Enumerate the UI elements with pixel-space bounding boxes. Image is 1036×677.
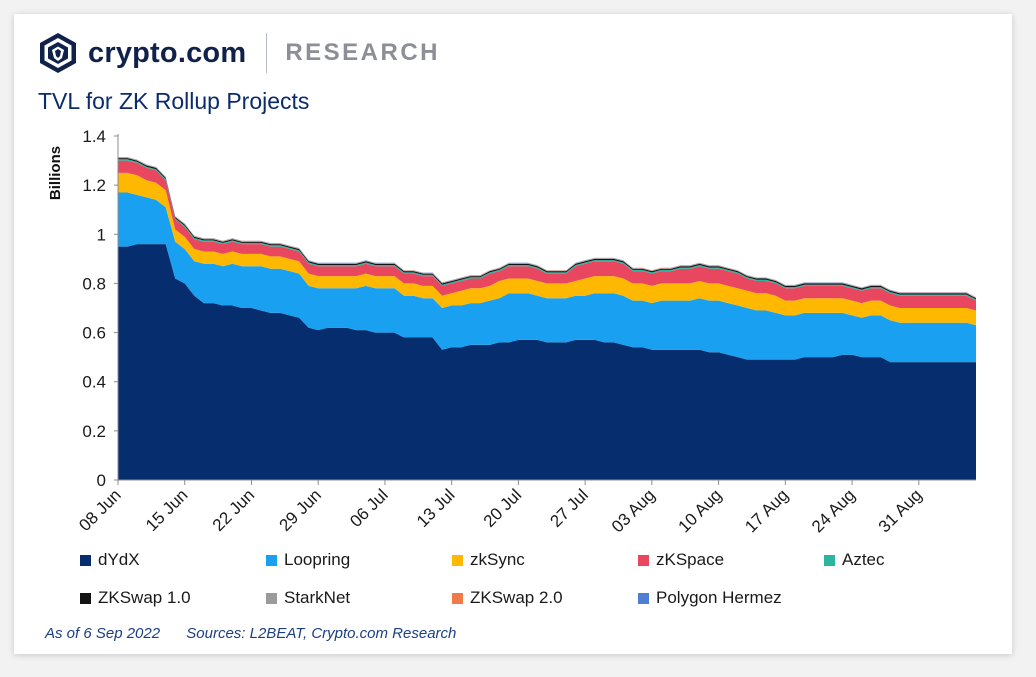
legend-label: ZKSwap 2.0 <box>470 588 563 607</box>
legend-label: Loopring <box>284 550 351 569</box>
legend-item: Polygon Hermez <box>638 588 782 608</box>
legend-item: ZKSwap 1.0 <box>80 588 191 608</box>
legend-swatch <box>80 592 91 604</box>
legend-swatch <box>638 554 649 566</box>
legend-item: zKSpace <box>638 550 724 570</box>
y-axis-title: Billions <box>47 146 64 200</box>
y-tick-label: 0.4 <box>82 373 106 392</box>
legend-item: StarkNet <box>266 588 350 608</box>
tvl-stacked-area-chart: 0 0.2 0.4 0.6 0.8 1 1.2 1.4 Billions 08 Jun 15 Jun… <box>47 127 976 536</box>
x-tick-label: 06 Jul <box>346 485 392 531</box>
legend-swatch <box>452 592 463 604</box>
x-tick-label: 17 Aug <box>741 485 792 536</box>
legend-swatch <box>638 592 649 604</box>
brand-name: crypto.com <box>88 36 247 69</box>
legend-item: Loopring <box>266 550 350 570</box>
legend-label: StarkNet <box>284 588 351 607</box>
series-area-1 <box>118 192 976 363</box>
series-area-0 <box>118 244 976 480</box>
legend-label: zkSync <box>470 550 525 569</box>
as-of-date: As of 6 Sep 2022 <box>45 625 161 642</box>
y-tick-label: 0.2 <box>82 422 106 441</box>
series-area-4 <box>118 159 976 301</box>
chart-title: TVL for ZK Rollup Projects <box>38 88 310 114</box>
x-tick-label: 13 Jul <box>413 485 459 531</box>
x-tick-label: 08 Jun <box>75 485 125 535</box>
series-area-3 <box>118 160 976 311</box>
x-tick-label: 29 Jun <box>275 485 325 535</box>
legend-item: zkSync <box>452 550 525 570</box>
sources-note: Sources: L2BEAT, Crypto.com Research <box>186 625 457 642</box>
y-tick-label: 0.8 <box>82 274 106 293</box>
legend-label: dYdX <box>98 550 140 569</box>
series-area-2 <box>118 172 976 326</box>
x-tick-label: 15 Jun <box>142 485 192 535</box>
legend-label: Aztec <box>842 550 885 569</box>
y-tick-label: 0 <box>97 471 106 490</box>
chart-footer: As of 6 Sep 2022 Sources: L2BEAT, Crypto… <box>45 625 478 642</box>
x-tick-label: 03 Aug <box>608 485 659 536</box>
brand-header: crypto.com RESEARCH <box>38 30 440 76</box>
series-area-5 <box>118 158 976 300</box>
legend-swatch <box>452 554 463 566</box>
legend-item: dYdX <box>80 550 140 570</box>
x-tick-label: 24 Aug <box>808 485 859 536</box>
x-tick-label: 22 Jun <box>209 485 259 535</box>
legend-item: Aztec <box>824 550 885 570</box>
legend-label: Polygon Hermez <box>656 588 782 607</box>
legend-swatch <box>824 554 835 566</box>
brand-divider <box>266 33 268 73</box>
legend-item: ZKSwap 2.0 <box>452 588 563 608</box>
legend-label: ZKSwap 1.0 <box>98 588 191 607</box>
x-tick-label: 31 Aug <box>875 485 926 536</box>
y-tick-label: 1.4 <box>82 127 106 146</box>
brand-subtitle: RESEARCH <box>285 39 441 66</box>
legend-swatch <box>266 554 277 566</box>
y-tick-label: 1.2 <box>82 176 106 195</box>
y-tick-label: 0.6 <box>82 324 106 343</box>
x-tick-label: 10 Aug <box>675 485 726 536</box>
chart-card: crypto.com RESEARCH TVL for ZK Rollup Pr… <box>14 14 1012 654</box>
legend-swatch <box>80 554 91 566</box>
x-tick-label: 27 Jul <box>546 485 592 531</box>
crypto-com-logo-icon <box>40 33 76 73</box>
x-tick-label: 20 Jul <box>480 485 526 531</box>
y-tick-label: 1 <box>97 225 106 244</box>
legend-swatch <box>266 592 277 604</box>
legend-label: zKSpace <box>656 550 725 569</box>
